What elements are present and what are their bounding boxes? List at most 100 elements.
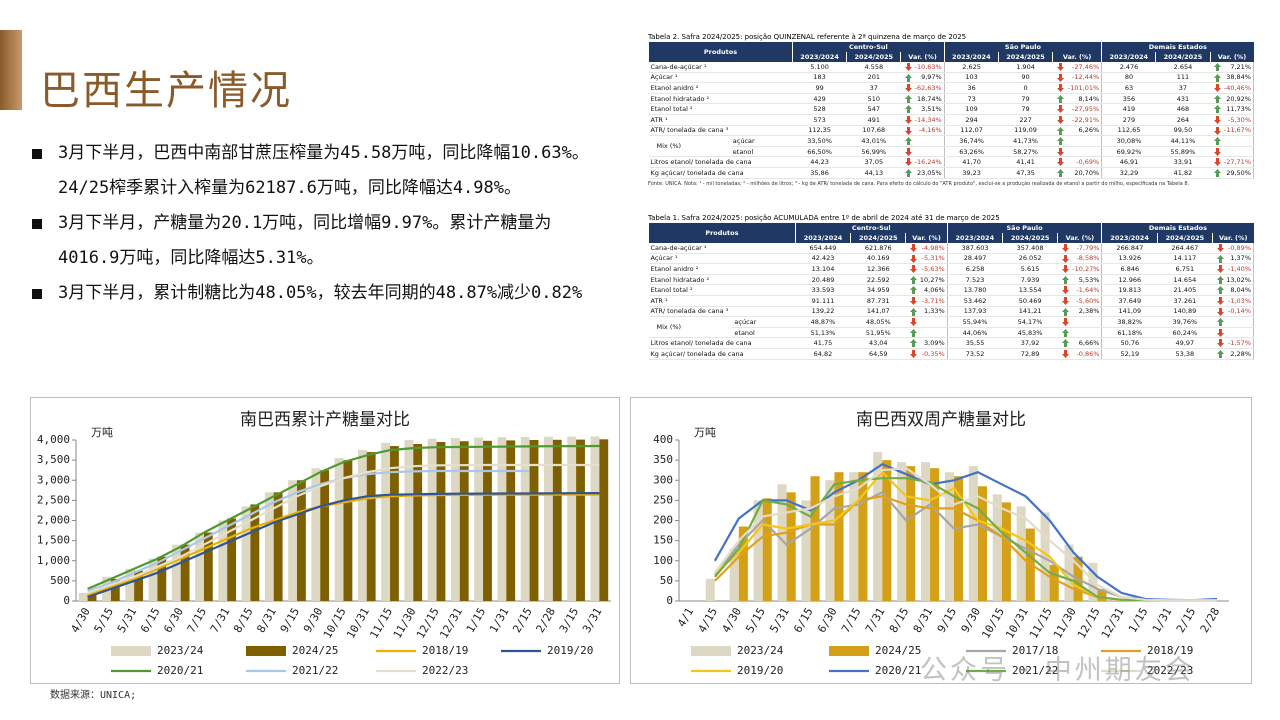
x-tick-label: 6/15: [138, 606, 163, 635]
row-sublabel: etanol: [730, 146, 793, 158]
bar: [897, 462, 907, 601]
row-label: Kg açúcar/ tonelada de cana: [648, 348, 796, 360]
trend-arrow: [1214, 63, 1222, 71]
var-cell: -27,46%: [1052, 62, 1103, 73]
bar: [241, 506, 251, 601]
x-tick-label: 11/15: [1027, 606, 1055, 641]
subheader: Var. (%): [1052, 52, 1102, 62]
bar: [729, 548, 739, 601]
bar: [786, 492, 796, 601]
var-cell: 11,73%: [1210, 103, 1255, 115]
value-cell: 109: [944, 103, 999, 115]
var-cell: 1,37%: [1212, 253, 1254, 265]
value-cell: 99: [792, 82, 847, 94]
x-tick-label: 9/15: [278, 606, 303, 635]
value-cell: 43,04: [850, 337, 906, 349]
x-tick-label: 10/31: [1003, 606, 1031, 641]
legend-label: 2021/22: [292, 664, 338, 677]
value-cell: 33,91: [1155, 156, 1211, 168]
table-row: Etanol anidro ² 13.104 12.366 -5,63% 6.258 5.…: [648, 263, 1254, 275]
bar: [992, 494, 1002, 601]
var-cell: -12,44%: [1052, 72, 1103, 84]
x-tick-label: 2/15: [1174, 606, 1199, 635]
var-cell: -27,71%: [1210, 156, 1255, 168]
value-cell: 107,68: [846, 125, 901, 137]
slide-title: 巴西生产情况: [40, 68, 292, 114]
trend-arrow: [904, 137, 912, 146]
value-cell: 12.966: [1101, 274, 1158, 286]
row-label: Etanol hidratado ²: [648, 274, 796, 286]
trend-arrow: [1056, 168, 1064, 177]
bar: [738, 526, 748, 601]
trend-arrow: [904, 115, 912, 124]
trend-arrow: [1214, 73, 1222, 82]
var-value: -27,95%: [1072, 105, 1100, 114]
value-cell: 38,82%: [1101, 316, 1158, 328]
value-cell: 227: [998, 114, 1053, 126]
trend-arrow: [904, 147, 912, 156]
bar: [195, 532, 204, 601]
y-axis-label: 万吨: [694, 426, 716, 439]
var-cell: [1052, 135, 1103, 147]
trend-arrow: [1056, 84, 1064, 93]
var-cell: -16,24%: [900, 156, 945, 168]
value-cell: 137,93: [947, 306, 1003, 318]
y-tick-label: 1,500: [37, 534, 70, 547]
bar: [810, 476, 820, 601]
row-label: Mix (%): [648, 316, 733, 339]
var-cell: -22,91%: [1052, 114, 1103, 126]
var-value: -4,98%: [921, 243, 945, 252]
bar: [977, 486, 987, 601]
var-value: 23,05%: [916, 168, 942, 177]
bar: [264, 492, 274, 601]
value-cell: 28.497: [947, 253, 1003, 265]
x-tick-label: 6/30: [161, 606, 186, 635]
legend-swatch: [691, 646, 731, 656]
var-cell: -5,63%: [905, 263, 948, 275]
var-cell: 1,33%: [905, 306, 948, 318]
table-row: Mix (%) açúcar 48,87% 48,05% 55,94% 54,17% 38,…: [648, 316, 1254, 339]
row-label: Mix (%): [648, 135, 731, 158]
var-value: -5,63%: [921, 264, 945, 273]
trend-arrow: [1214, 84, 1222, 93]
subheader: Var. (%): [905, 233, 948, 243]
subheader: Var. (%): [1057, 233, 1102, 243]
var-cell: 8,14%: [1052, 93, 1103, 105]
var-value: -0,89%: [1228, 243, 1251, 252]
bar: [157, 556, 167, 601]
var-cell: -11,67%: [1210, 125, 1255, 137]
trend-arrow: [1216, 318, 1224, 327]
trend-arrow: [1061, 265, 1069, 274]
bar: [520, 436, 530, 601]
subheader: 2023/2024: [943, 52, 999, 62]
trend-arrow: [904, 63, 912, 71]
var-value: -1,03%: [1228, 296, 1251, 305]
value-cell: 547: [846, 103, 901, 115]
var-cell: 9,97%: [900, 72, 945, 84]
value-cell: 53,38: [1157, 348, 1213, 360]
trend-arrow: [909, 339, 917, 348]
bar: [1040, 512, 1050, 601]
var-value: 1,33%: [924, 307, 945, 316]
trend-arrow: [1216, 349, 1224, 358]
var-cell: -0,35%: [905, 348, 948, 360]
value-cell: 111: [1155, 72, 1211, 84]
chart-title: 南巴西累计产糖量对比: [240, 410, 410, 430]
subheader: Var. (%): [1212, 233, 1254, 243]
value-cell: 37,92: [1002, 337, 1058, 349]
value-cell: 42.423: [795, 253, 851, 265]
trend-arrow: [1061, 318, 1069, 327]
var-cell: -1,64%: [1057, 284, 1103, 296]
var-value: -1,57%: [1228, 339, 1251, 348]
trend-arrow: [1216, 307, 1224, 316]
value-cell: 510: [846, 93, 901, 105]
var-cell: -5,60%: [1057, 295, 1103, 307]
bar: [87, 594, 97, 601]
var-cell: -8,58%: [1057, 253, 1103, 265]
value-cell: 40.169: [850, 253, 906, 265]
value-cell: 6.258: [947, 263, 1003, 275]
trend-arrow: [1061, 349, 1069, 358]
value-cell: 91.111: [795, 295, 851, 307]
var-value: 20,92%: [1226, 94, 1251, 103]
trend-arrow: [1056, 94, 1064, 103]
